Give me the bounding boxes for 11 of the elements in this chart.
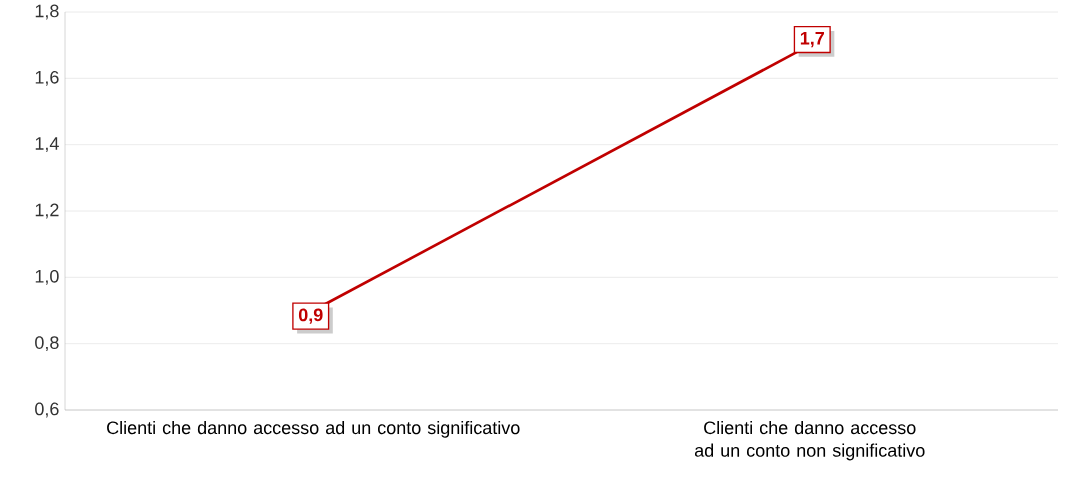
y-tick-label: 1,2	[35, 203, 59, 219]
y-tick-label: 0,6	[35, 402, 59, 418]
x-tick-label: Clienti che danno accesso ad un conto significativo	[107, 420, 520, 438]
x-tick-label: Clienti che danno accesso ad un conto non significativo	[694, 420, 925, 461]
data-label: 1,7	[800, 32, 824, 48]
y-tick-label: 1,0	[35, 269, 59, 285]
y-tick-label: 0,8	[35, 336, 59, 352]
y-tick-label: 1,8	[35, 4, 59, 20]
y-tick-label: 1,4	[35, 137, 59, 153]
y-tick-label: 1,6	[35, 70, 59, 86]
data-label: 0,9	[298, 308, 323, 324]
